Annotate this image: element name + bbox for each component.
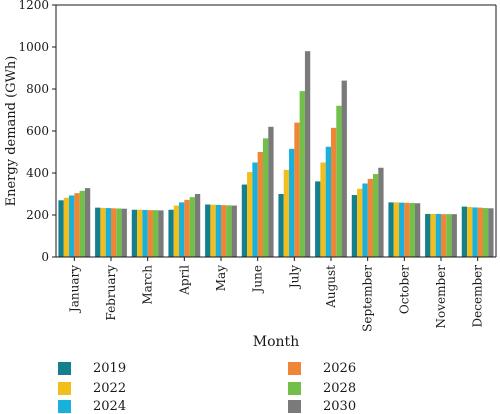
x-tick-label-august: August — [324, 265, 338, 309]
bar-june-2028 — [262, 138, 269, 257]
y-tick-label: 0 — [41, 250, 49, 264]
bar-october-2024 — [399, 202, 405, 257]
bar-december-2019 — [461, 206, 468, 257]
bar-november-2022 — [430, 213, 436, 257]
x-tick-label-march: March — [141, 265, 155, 305]
bar-february-2026 — [111, 208, 117, 257]
bar-april-2022 — [173, 205, 180, 257]
bar-april-2024 — [179, 202, 185, 257]
bar-september-2022 — [357, 188, 363, 257]
bar-november-2019 — [425, 213, 431, 257]
bar-august-2026 — [331, 127, 337, 257]
bar-september-2019 — [351, 195, 358, 257]
x-tick-label-february: February — [104, 265, 118, 321]
bar-march-2026 — [147, 210, 153, 257]
bar-february-2022 — [100, 207, 106, 257]
bar-june-2019 — [241, 184, 248, 257]
bar-december-2028 — [482, 208, 489, 257]
x-axis-label: Month — [253, 334, 299, 350]
bar-september-2028 — [372, 174, 379, 257]
bar-november-2030 — [451, 214, 457, 257]
bar-february-2030 — [121, 208, 127, 257]
bar-june-2024 — [252, 162, 258, 257]
bar-november-2026 — [441, 214, 447, 257]
bar-august-2030 — [341, 80, 347, 257]
bar-march-2019 — [131, 209, 138, 257]
bar-september-2026 — [367, 178, 373, 257]
x-tick-label-may: May — [214, 265, 228, 291]
bar-october-2028 — [409, 203, 415, 257]
bar-may-2028 — [226, 205, 232, 257]
bar-april-2026 — [184, 199, 190, 257]
bar-january-2022 — [63, 197, 70, 257]
bar-march-2030 — [158, 210, 164, 257]
bar-july-2026 — [294, 122, 300, 257]
y-axis-label: Energy demand (GWh) — [4, 56, 19, 207]
bar-december-2022 — [467, 207, 473, 257]
bar-may-2024 — [215, 204, 221, 257]
bar-july-2022 — [283, 169, 290, 257]
bar-august-2028 — [336, 105, 342, 257]
bar-june-2022 — [247, 171, 253, 257]
bar-december-2030 — [488, 208, 494, 257]
bar-march-2028 — [152, 210, 159, 257]
bars-group — [58, 51, 494, 258]
bar-april-2019 — [168, 209, 174, 257]
y-tick-label: 600 — [26, 124, 49, 138]
bar-july-2030 — [304, 51, 311, 258]
bar-february-2019 — [95, 207, 101, 257]
bar-march-2024 — [142, 209, 148, 257]
bar-october-2030 — [414, 203, 421, 257]
y-tick-label: 1200 — [18, 0, 49, 12]
bar-april-2030 — [194, 194, 201, 257]
x-tick-label-april: April — [177, 265, 191, 296]
bar-december-2024 — [472, 207, 478, 257]
bar-july-2019 — [278, 194, 284, 257]
x-tick-label-november: November — [434, 265, 448, 329]
bar-march-2022 — [137, 209, 143, 257]
y-tick-label: 1000 — [18, 40, 49, 54]
bar-august-2019 — [315, 181, 321, 257]
y-tick-label: 400 — [26, 166, 49, 180]
bar-july-2024 — [289, 148, 295, 257]
bar-january-2026 — [74, 193, 80, 257]
bar-january-2030 — [84, 188, 91, 257]
bar-may-2022 — [210, 204, 216, 257]
bar-august-2024 — [325, 146, 331, 257]
bar-january-2028 — [79, 190, 85, 257]
x-tick-label-december: December — [471, 265, 485, 328]
bar-august-2022 — [320, 162, 326, 257]
x-tick-label-july: July — [287, 265, 301, 290]
bar-november-2024 — [435, 213, 441, 257]
bar-february-2024 — [105, 208, 111, 257]
bar-october-2026 — [404, 202, 410, 257]
bar-july-2028 — [299, 91, 305, 257]
bar-june-2030 — [268, 126, 274, 257]
y-tick-label: 800 — [26, 82, 49, 96]
bar-october-2019 — [388, 202, 394, 257]
bar-may-2026 — [221, 205, 227, 257]
y-tick-label: 200 — [26, 208, 49, 222]
bar-december-2026 — [477, 207, 483, 257]
bar-january-2019 — [58, 200, 64, 257]
bar-september-2024 — [362, 183, 368, 257]
bar-october-2022 — [393, 202, 400, 257]
bar-may-2019 — [205, 204, 211, 257]
x-tick-label-january: January — [67, 265, 81, 314]
bar-january-2024 — [69, 195, 75, 257]
y-ticks-group: 0 200 400 600 800 1000 1200 — [18, 0, 56, 264]
x-tick-label-september: September — [361, 265, 375, 332]
bar-february-2028 — [116, 208, 122, 257]
bar-november-2028 — [446, 214, 452, 257]
x-ticks-group: January February March April May June July Augu… — [67, 257, 485, 332]
bar-june-2026 — [257, 152, 263, 257]
bar-september-2030 — [378, 167, 384, 257]
bar-may-2030 — [231, 205, 237, 257]
bar-april-2028 — [189, 197, 195, 257]
x-tick-label-october: October — [397, 265, 411, 314]
x-tick-label-june: June — [251, 265, 265, 294]
